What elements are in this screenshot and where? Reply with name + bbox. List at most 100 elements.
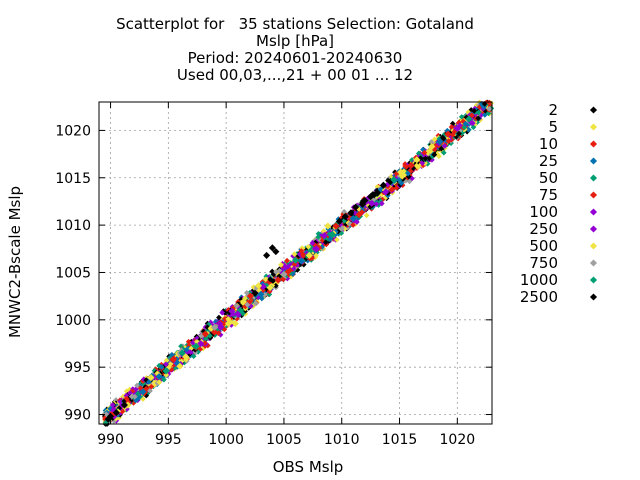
band-marker [134,382,140,389]
legend-label: 2 [548,101,558,119]
legend-label: 250 [529,220,558,238]
band-marker [267,276,274,283]
band-marker [456,130,462,137]
x-tick-label: 990 [97,432,124,448]
band-marker [462,121,469,127]
band-marker [185,338,192,345]
band-marker [163,361,169,368]
data-point [112,409,120,417]
data-point [211,323,219,331]
axis-ticks: 990 995 1000 1005 1010 1015 1020 990 995 1000 1005… [55,102,492,448]
legend-marker [589,140,598,148]
data-point [379,181,387,189]
x-tick-label: 995 [155,432,182,448]
band-marker [202,340,208,346]
data-point [291,256,300,264]
band-marker [469,112,475,119]
band-marker [438,145,445,152]
band-marker [305,243,312,250]
legend-marker [589,106,598,114]
band-marker [163,357,170,364]
legend-label: 1000 [520,271,558,289]
band-marker [465,126,472,133]
data-point [155,373,163,381]
legend-label: 100 [529,203,558,221]
data-point [444,130,452,138]
data-point [169,356,177,364]
band-marker [448,124,455,130]
data-point [224,320,232,328]
data-point [280,270,288,278]
band-marker [168,352,175,358]
band-marker [339,225,345,232]
data-point [382,188,390,196]
data-point [139,388,147,396]
legend-marker [589,242,598,250]
band-marker [327,236,334,242]
data-point [390,176,398,184]
data-point [312,245,320,253]
band-marker [183,346,190,353]
band-marker [202,335,209,342]
band-marker [189,339,196,346]
legend-marker [589,208,598,216]
chart-title-line-3: Period: 20240601-20240630 [187,49,403,67]
data-point [347,209,355,217]
chart-title-line-2: Mslp [hPa] [256,32,334,50]
data-point [147,374,155,382]
x-axis-label: OBS Mslp [273,458,344,476]
band-marker [378,200,385,207]
band-marker [247,298,253,305]
band-marker [135,390,141,397]
data-point [162,367,170,375]
x-tick-label: 1000 [208,432,244,448]
legend-marker [589,293,598,301]
band-marker [486,99,493,106]
band-marker [298,248,305,254]
legend-marker [589,174,598,182]
legend-marker [589,259,598,267]
band-marker [486,105,493,112]
data-point [428,142,436,151]
data-point [465,115,473,123]
band-marker [445,138,452,144]
band-marker [148,383,155,390]
band-marker [406,178,413,185]
band-marker [233,303,240,309]
band-marker [422,155,429,162]
data-point [239,298,248,306]
y-tick-label: 1010 [55,218,91,234]
band-marker [413,162,420,169]
legend-label: 75 [539,186,558,204]
band-marker [252,300,259,307]
legend-label: 25 [539,152,558,170]
data-point [182,353,190,361]
chart-title-line-4: Used 00,03,...,21 + 00 01 ... 12 [176,66,414,84]
legend-label: 5 [548,118,558,136]
data-point [201,330,209,338]
data-point [257,290,265,298]
data-point [297,257,305,265]
data-point [359,200,367,208]
legend-label: 500 [529,237,558,255]
band-marker [333,236,340,243]
data-point [266,284,274,292]
legend-label: 50 [539,169,558,187]
x-tick-label: 1020 [440,432,476,448]
band-marker [300,253,307,259]
band-marker [475,115,481,122]
band-marker [440,135,447,142]
data-point [234,310,242,318]
legend-marker [589,157,598,165]
data-point [120,401,128,409]
legend-label: 750 [529,254,558,272]
band-marker [109,402,116,408]
band-marker [146,379,152,385]
band-marker [471,107,478,114]
data-point [349,214,357,223]
band-marker [470,124,477,131]
data-point [197,339,205,348]
y-tick-label: 990 [64,408,91,424]
